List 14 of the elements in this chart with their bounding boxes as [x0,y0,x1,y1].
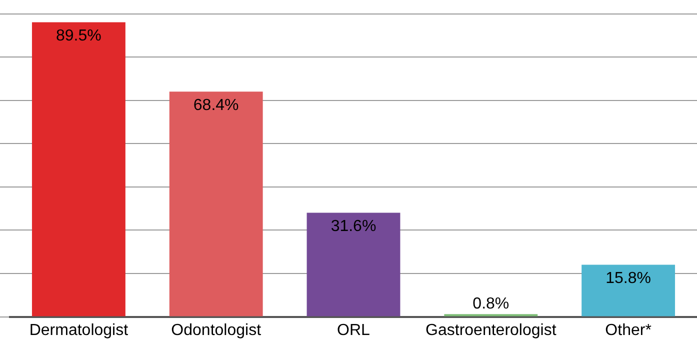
x-tick-label: Dermatologist [29,322,129,339]
bar [582,264,676,316]
data-label: 68.4% [193,97,239,114]
data-label: 31.6% [330,218,376,236]
data-label: 89.5% [56,28,102,45]
x-tick-label: Gastroenterologist [426,322,557,339]
bar [32,22,126,316]
x-tick-label: Odontologist [171,322,262,339]
data-label: 15.8% [606,270,651,288]
x-tick-label: Other* [605,322,652,339]
data-label: 0.8% [472,296,510,313]
bar [169,92,263,316]
x-tick-label: ORL [337,322,370,339]
bar [306,212,400,316]
